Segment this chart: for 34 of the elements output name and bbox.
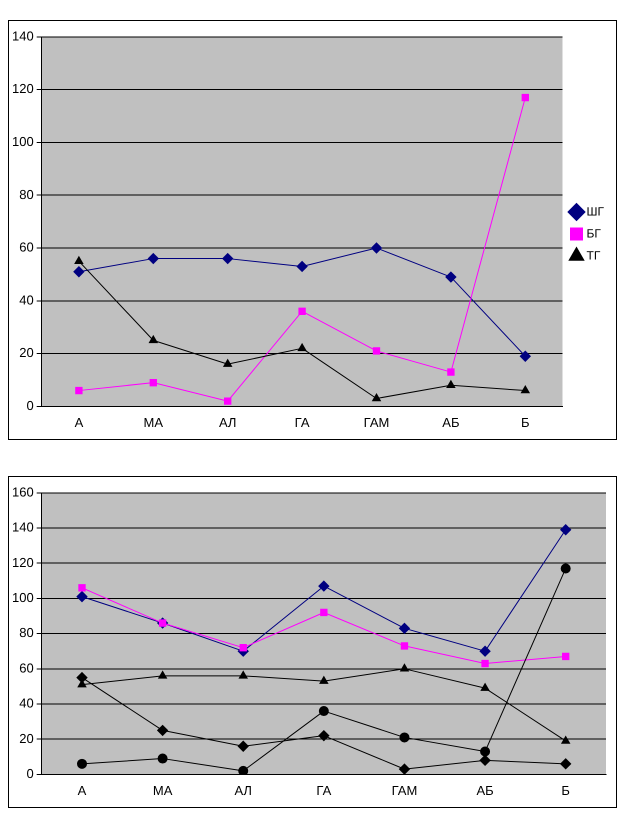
y-tick-label: 120: [12, 554, 34, 570]
x-tick-label: ГА: [294, 414, 310, 430]
y-tick-label: 100: [12, 134, 34, 149]
y-tick-label: 140: [12, 28, 34, 44]
y-tick-label: 120: [12, 81, 34, 96]
y-tick-label: 60: [19, 660, 34, 676]
legend-label: БГ: [586, 226, 602, 240]
y-tick-label: 40: [19, 696, 34, 711]
x-tick-label: А: [78, 782, 87, 798]
x-tick-label: АЛ: [218, 414, 236, 430]
x-tick-label: АЛ: [234, 782, 252, 798]
x-tick-label: МА: [144, 414, 164, 430]
y-tick-label: 80: [19, 625, 34, 640]
x-tick-label: АБ: [476, 782, 494, 798]
y-tick-label: 20: [19, 345, 34, 360]
x-tick-label: ГАМ: [364, 414, 390, 430]
y-tick-label: 40: [19, 292, 34, 308]
y-tick-label: 160: [12, 484, 34, 500]
x-tick-label: ГАМ: [392, 782, 418, 798]
legend-label: ШГ: [586, 204, 604, 218]
y-tick-label: 0: [26, 766, 34, 781]
y-tick-label: 100: [12, 590, 34, 605]
x-tick-label: АБ: [442, 414, 460, 430]
x-tick-label: А: [74, 414, 84, 430]
y-tick-label: 80: [19, 186, 34, 202]
y-tick-label: 140: [12, 520, 34, 535]
legend-label: ТГ: [586, 248, 601, 262]
x-tick-label: Б: [521, 414, 530, 430]
y-tick-label: 20: [19, 730, 34, 746]
x-tick-label: Б: [561, 782, 570, 798]
y-tick-label: 0: [26, 398, 34, 413]
y-tick-label: 60: [19, 240, 34, 255]
x-tick-label: ГА: [316, 782, 332, 798]
x-tick-label: МА: [152, 782, 173, 798]
